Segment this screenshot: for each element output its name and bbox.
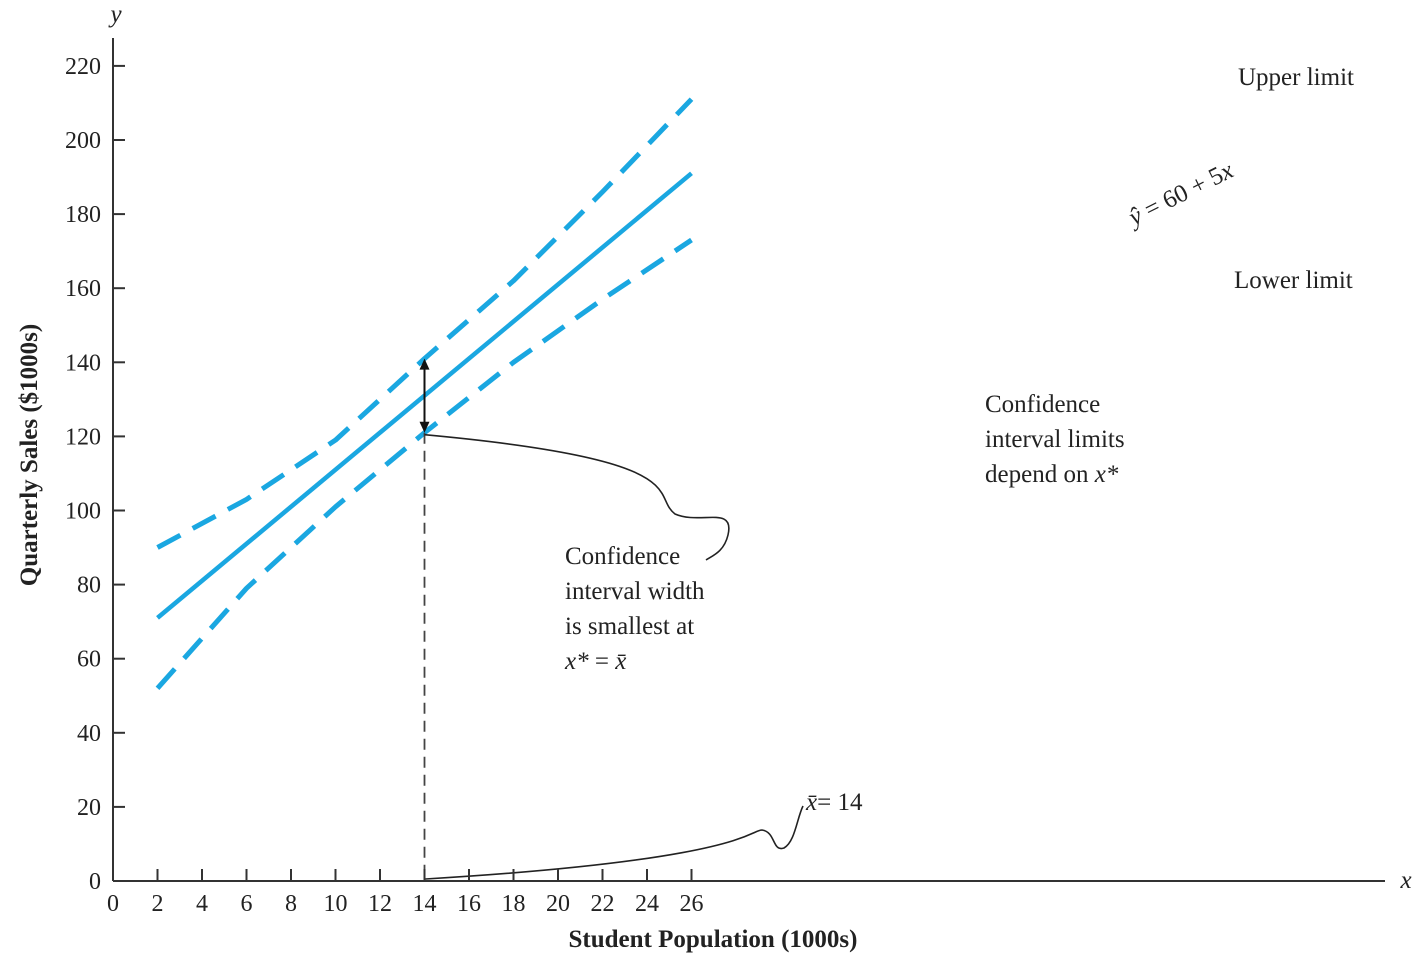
width-line-2: interval width	[565, 578, 705, 605]
x-tick-label-18: 18	[502, 891, 526, 917]
arrow-head-down	[419, 421, 430, 433]
depend-line-3-var: x*	[1094, 461, 1119, 488]
upper-limit-label: Upper limit	[1238, 64, 1354, 91]
x-tick-label-2: 2	[152, 891, 164, 917]
depend-line-3-text: depend on	[985, 461, 1095, 488]
x-tick-label-20: 20	[546, 891, 570, 917]
width-annotation-leader	[424, 433, 730, 561]
lower-limit-label: Lower limit	[1234, 267, 1353, 294]
width-line-4-xstar: x*	[564, 648, 589, 675]
width-annotation: Confidence interval width is smallest at…	[564, 543, 705, 675]
depend-line-2: interval limits	[985, 426, 1125, 453]
xbar-annotation-leader	[425, 805, 804, 880]
x-tick-label-0: 0	[107, 891, 119, 917]
x-tick-label-22: 22	[591, 891, 615, 917]
x-tick-label-8: 8	[285, 891, 297, 917]
xbar-value: = 14	[817, 789, 863, 816]
width-line-4: x* = x̄	[564, 648, 627, 675]
xbar-var: x̄	[805, 789, 817, 816]
y-tick-label-160: 160	[65, 276, 101, 302]
arrow-head-up	[419, 358, 430, 370]
y-tick-label-140: 140	[65, 350, 101, 376]
y-tick-label-100: 100	[65, 499, 101, 525]
y-axis-title: Quarterly Sales ($1000s)	[16, 324, 43, 586]
y-tick-label-80: 80	[77, 573, 101, 599]
x-axis-letter: x	[1399, 867, 1411, 894]
x-tick-label-24: 24	[635, 891, 659, 917]
y-tick-label-60: 60	[77, 647, 101, 673]
x-axis-title: Student Population (1000s)	[569, 926, 858, 953]
width-line-4-xbar: x̄	[614, 648, 626, 675]
y-tick-label-40: 40	[77, 721, 101, 747]
x-tick-label-26: 26	[680, 891, 704, 917]
y-tick-label-20: 20	[77, 795, 101, 821]
y-tick-label-120: 120	[65, 424, 101, 450]
x-tick-label-4: 4	[196, 891, 208, 917]
width-line-1: Confidence	[565, 543, 680, 570]
x-tick-label-10: 10	[324, 891, 348, 917]
y-tick-label-220: 220	[65, 54, 101, 80]
width-line-4-eq: =	[589, 648, 616, 675]
y-tick-label-180: 180	[65, 202, 101, 228]
regression-equation: = 60 + 5	[1135, 162, 1228, 227]
axes	[112, 38, 1385, 882]
depend-annotation: Confidence interval limits depend on x*	[985, 391, 1125, 488]
x-tick-label-6: 6	[241, 891, 253, 917]
series-line-1	[156, 97, 694, 550]
width-line-3: is smallest at	[565, 613, 694, 640]
y-axis-letter: y	[107, 1, 122, 28]
y-tick-label-200: 200	[65, 128, 101, 154]
regression-equation-label: ŷ = 60 + 5x	[1122, 157, 1238, 233]
x-tick-label-14: 14	[413, 891, 437, 917]
guides	[419, 358, 804, 881]
xbar-label: x̄= 14	[805, 789, 863, 816]
x-tick-label-16: 16	[457, 891, 481, 917]
x-tick-label-12: 12	[368, 891, 392, 917]
depend-line-3: depend on x*	[985, 461, 1119, 488]
depend-line-1: Confidence	[985, 391, 1100, 418]
y-tick-label-0: 0	[89, 869, 101, 895]
